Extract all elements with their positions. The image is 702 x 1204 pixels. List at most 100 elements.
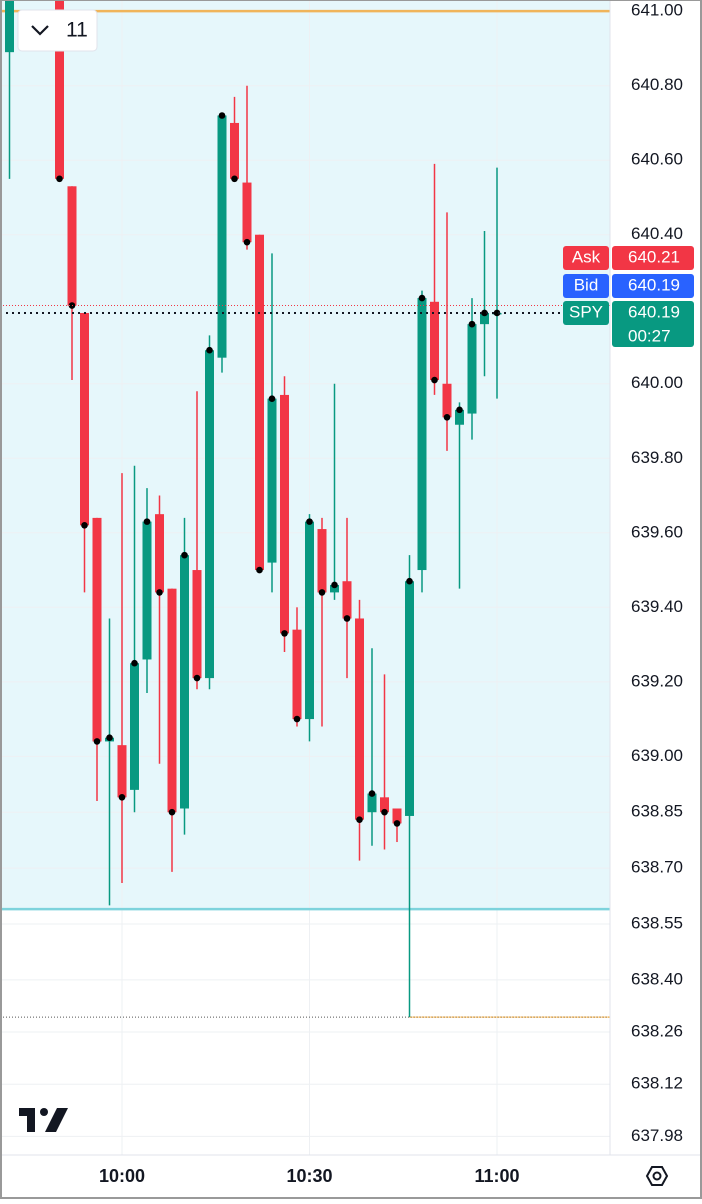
badge-name: Ask [572,247,601,266]
close-dot [393,820,401,827]
candle-body [305,521,314,720]
close-dot [443,413,451,421]
gear-center [652,1171,662,1181]
candle-body [230,122,239,179]
candle-body [455,409,464,425]
close-dot [331,581,338,589]
close-dot [106,734,113,742]
close-dot [368,790,376,797]
button-box[interactable] [17,9,98,52]
close-dot [318,589,326,596]
close-dot [231,175,238,183]
y-tick-label: 641.00 [631,1,683,20]
close-dot [181,551,188,559]
close-dot [256,566,263,574]
candle-body [442,383,452,418]
close-dot [343,615,351,622]
candle-body [317,529,327,593]
y-tick-label: 640.60 [631,150,683,169]
candle-body [242,182,252,243]
badge-value: 640.19 [628,275,680,294]
candle-body [417,298,427,571]
candle-body [430,301,439,381]
close-dot [193,674,201,682]
badge-name: Bid [574,275,599,294]
interval-label: 11 [66,19,88,42]
candle-body [367,793,377,813]
candle-body [355,618,364,820]
candle-body [205,350,214,679]
close-dot [131,659,138,667]
badge-value: 640.19 [628,302,680,321]
close-dot [281,630,288,637]
plot-area [0,0,610,1155]
candle-body [380,797,389,813]
y-tick-label: 640.40 [631,224,683,243]
candle-body [80,312,89,526]
close-dot [381,808,388,816]
interval-button[interactable]: 11 [17,9,98,52]
y-tick-label: 638.12 [631,1074,683,1093]
badge-value-box [612,273,694,298]
y-tick-label: 640.80 [631,75,683,94]
y-tick-label: 638.26 [631,1022,683,1041]
close-dot [81,522,88,529]
candle-body [255,234,264,571]
badge-name: SPY [569,302,603,321]
close-dot [418,294,426,302]
y-tick-label: 639.00 [631,746,683,765]
candle-body [180,555,189,809]
close-dot [356,816,363,823]
badge-name-box [563,273,609,298]
chevron-icon [31,25,49,36]
close-dot [406,577,413,585]
y-tick-label: 637.98 [631,1126,683,1145]
candle-body [192,570,202,679]
candle-body [142,521,152,660]
gear-outline[interactable] [645,1166,669,1186]
badge-name-box [563,300,609,325]
candle-body [280,394,289,634]
candle-body [117,745,127,798]
candle-body [92,517,102,742]
candle-body [217,115,227,358]
close-dot [493,309,501,317]
zone [0,0,610,910]
candle-body [130,663,139,790]
close-dot [306,518,313,525]
close-dot [468,320,476,328]
settings-icon[interactable] [645,1166,669,1186]
badge-countdown: 00:27 [628,326,671,345]
close-dot [243,238,251,246]
candle-body [167,588,177,813]
close-dot [218,112,226,119]
badge-value: 640.21 [628,247,680,266]
y-tick-label: 638.85 [631,802,683,821]
tradingview-logo [19,1108,68,1132]
close-dot [93,738,101,745]
y-tick-label: 638.70 [631,858,683,877]
close-dot [143,518,151,525]
logo-part [40,1108,48,1116]
badge-value-box [612,245,694,270]
candle-body [155,514,164,593]
candle-body [480,312,489,325]
close-dot [268,395,276,402]
candle-body [330,584,339,593]
x-tick-label: 11:00 [474,1166,519,1186]
candle-body [292,629,302,720]
close-dot [456,406,463,414]
close-dot [56,175,63,183]
close-dot [293,715,301,723]
candle-body [467,324,477,414]
y-tick-label: 639.20 [631,671,683,690]
y-tick-label: 639.60 [631,522,683,541]
y-tick-label: 638.55 [631,913,683,932]
candle-body [67,186,77,306]
candle-body [55,0,64,179]
y-tick-label: 639.80 [631,448,683,467]
candle-body [267,398,277,563]
candle-body [342,581,352,619]
